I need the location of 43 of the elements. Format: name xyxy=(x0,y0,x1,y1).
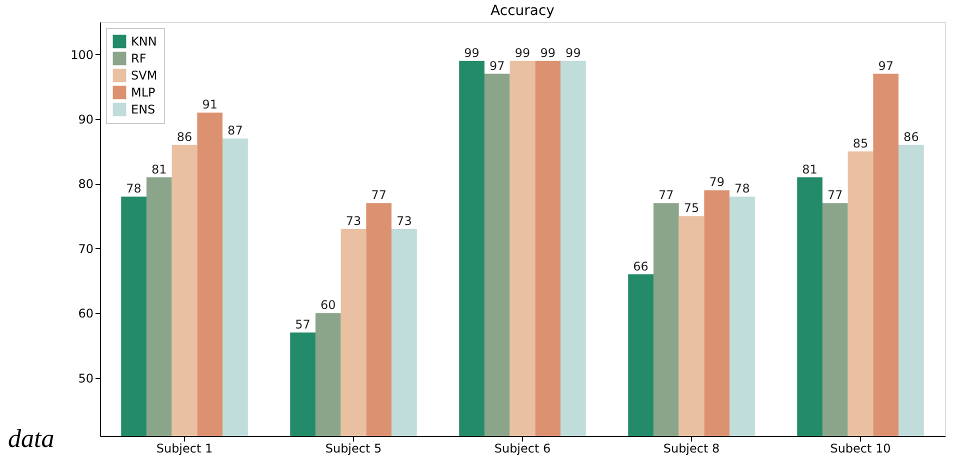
data-label: 73 xyxy=(346,214,362,228)
data-label: 97 xyxy=(878,58,894,73)
legend-label: RF xyxy=(131,52,146,66)
x-tick-label: Subject 5 xyxy=(325,442,382,456)
data-label: 57 xyxy=(295,318,310,332)
data-label: 99 xyxy=(514,46,530,60)
x-tick-label: Subject 1 xyxy=(156,442,213,456)
data-label: 78 xyxy=(126,182,142,196)
data-label: 79 xyxy=(709,175,724,190)
y-tick-label: 60 xyxy=(78,306,94,321)
text: data xyxy=(8,424,54,453)
legend-label: MLP xyxy=(131,86,156,100)
data-label: 77 xyxy=(828,188,843,202)
data-label: 77 xyxy=(658,188,674,202)
y-tick-label: 50 xyxy=(78,371,94,386)
data-label: 60 xyxy=(320,298,336,312)
data-label: 66 xyxy=(633,259,648,274)
data-label: 85 xyxy=(852,136,868,150)
data-label: 99 xyxy=(566,46,581,60)
y-tick-label: 90 xyxy=(78,112,94,127)
legend-label: ENS xyxy=(131,102,156,116)
data-label: 99 xyxy=(540,46,556,60)
y-tick-label: 80 xyxy=(78,177,94,192)
chart-title: Accuracy xyxy=(490,3,554,19)
legend-label: SVM xyxy=(131,68,158,82)
data-label: 73 xyxy=(396,214,412,228)
data-label: 77 xyxy=(371,188,386,202)
x-tick-label: Subject 8 xyxy=(663,442,720,456)
data-label: 78 xyxy=(734,182,750,196)
data-label: 97 xyxy=(490,58,505,73)
x-tick-label: Subect 10 xyxy=(830,442,891,456)
data-label: 81 xyxy=(152,162,167,176)
data-label: 75 xyxy=(684,201,700,216)
data-label: 86 xyxy=(904,130,919,144)
data-label: 99 xyxy=(464,46,480,60)
legend-label: KNN xyxy=(131,34,157,48)
data-label: 91 xyxy=(202,98,218,112)
x-tick-label: Subject 6 xyxy=(494,442,551,456)
data-label: 87 xyxy=(228,123,243,138)
y-tick-label: 70 xyxy=(78,242,94,256)
data-label: 86 xyxy=(176,130,192,144)
data-label: 81 xyxy=(802,162,818,176)
y-tick-label: 100 xyxy=(70,48,94,62)
